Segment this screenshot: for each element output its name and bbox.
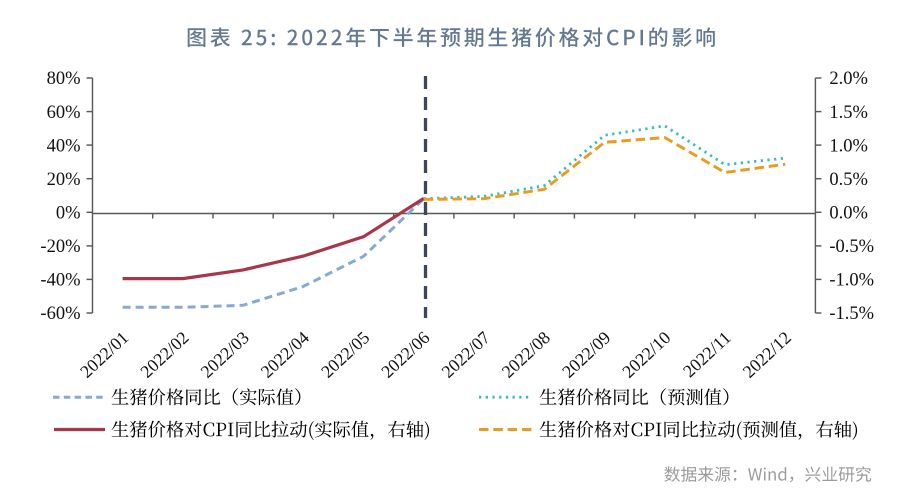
svg-text:0.5%: 0.5%	[829, 170, 868, 190]
svg-text:60%: 60%	[47, 103, 81, 123]
svg-text:1.5%: 1.5%	[829, 103, 868, 123]
svg-text:-1.5%: -1.5%	[829, 304, 874, 324]
svg-text:0%: 0%	[56, 204, 81, 224]
svg-text:40%: 40%	[47, 136, 81, 156]
svg-text:2.0%: 2.0%	[829, 69, 868, 89]
svg-text:80%: 80%	[47, 69, 81, 89]
svg-text:0.0%: 0.0%	[829, 204, 868, 224]
svg-text:-20%: -20%	[40, 237, 80, 257]
svg-text:-60%: -60%	[40, 304, 80, 324]
svg-text:-0.5%: -0.5%	[829, 237, 874, 257]
svg-text:-40%: -40%	[40, 271, 80, 291]
svg-text:-1.0%: -1.0%	[829, 271, 874, 291]
svg-text:1.0%: 1.0%	[829, 136, 868, 156]
svg-text:20%: 20%	[47, 170, 81, 190]
